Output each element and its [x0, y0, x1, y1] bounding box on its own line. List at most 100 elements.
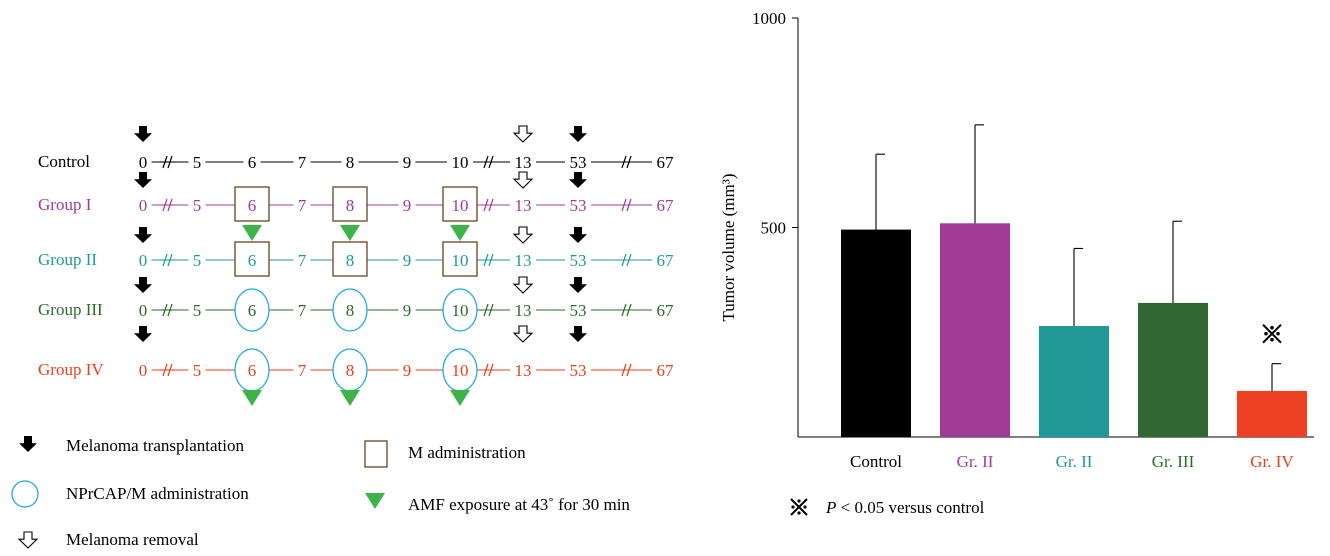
- m-admin-square: [332, 241, 368, 277]
- break-slash: [488, 303, 494, 317]
- transplant-arrow-icon: [134, 277, 152, 293]
- legend-nprcap: NPrCAP/M administration: [66, 484, 249, 503]
- amf-triangle: [340, 390, 360, 406]
- day-6: 6: [248, 153, 257, 172]
- day-6: 6: [248, 301, 257, 320]
- m-admin-square: [442, 241, 478, 277]
- break-slash: [167, 253, 173, 267]
- legend-m-admin: M administration: [408, 443, 526, 462]
- significance-dot: [1270, 325, 1274, 330]
- day-gap: [447, 152, 473, 172]
- tumor-volume-bar-chart: Tumor volume (mm³) 500 1000 Control Gr. II Gr…: [719, 9, 1314, 517]
- break-slash: [162, 253, 168, 267]
- x-tick-label: Gr. III: [1152, 452, 1195, 471]
- footnote-dot: [797, 499, 801, 503]
- day-gap: [293, 300, 311, 320]
- footnote-dot: [803, 505, 807, 509]
- row-label: Group IV: [38, 360, 104, 379]
- row-label: Control: [38, 152, 90, 171]
- bar-5: [1237, 390, 1307, 437]
- break-slash: [626, 253, 632, 267]
- removal-arrow-icon: [512, 325, 534, 343]
- day-67: 67: [657, 251, 675, 270]
- schedule-row-5: Group IV 0 5 6 7 8 9 10 13 53 67: [38, 325, 678, 406]
- day-10: 10: [452, 361, 469, 380]
- break-slash: [626, 303, 632, 317]
- day-9: 9: [403, 361, 412, 380]
- nprcap-circle: [332, 288, 368, 332]
- day-10: 10: [452, 251, 469, 270]
- day-gap: [652, 250, 678, 270]
- day-gap: [565, 300, 591, 320]
- day-13: 13: [515, 153, 532, 172]
- day-8: 8: [346, 196, 355, 215]
- day-6: 6: [248, 251, 257, 270]
- day-67: 67: [657, 153, 675, 172]
- day-9: 9: [403, 251, 412, 270]
- bar-1: [841, 229, 911, 437]
- break-slash: [488, 155, 494, 169]
- footnote-dot: [791, 505, 795, 509]
- x-tick-label: Gr. II: [1056, 452, 1093, 471]
- row-label: Group II: [38, 250, 97, 269]
- break-slash: [483, 155, 489, 169]
- m-admin-square-icon: [364, 440, 388, 468]
- day-67: 67: [657, 301, 675, 320]
- y-tick-label: 500: [761, 219, 787, 238]
- day-gap: [652, 300, 678, 320]
- day-0: 0: [139, 251, 148, 270]
- day-5: 5: [193, 196, 202, 215]
- schedule-row-1: Control 0 5 6 7 8 9 10 13 53 67: [38, 125, 678, 172]
- amf-triangle-icon: [365, 493, 385, 509]
- break-slash: [626, 198, 632, 212]
- day-53: 53: [570, 153, 587, 172]
- day-13: 13: [515, 361, 532, 380]
- transplant-arrow-icon: [134, 227, 152, 243]
- footnote-dot: [797, 511, 801, 515]
- footnote-stroke: [790, 498, 808, 516]
- amf-triangle: [450, 390, 470, 406]
- m-admin-square: [234, 241, 270, 277]
- day-7: 7: [298, 251, 307, 270]
- break-slash: [162, 303, 168, 317]
- bar-2: [940, 223, 1010, 437]
- legend-amf: AMF exposure at 43˚ for 30 min: [408, 495, 630, 514]
- transplant-arrow-icon: [134, 126, 152, 142]
- x-tick-label: Control: [850, 452, 902, 471]
- removal-arrow-icon: [512, 171, 534, 189]
- day-8: 8: [346, 301, 355, 320]
- break-slash: [483, 198, 489, 212]
- day-gap: [134, 360, 152, 380]
- m-admin-square: [332, 186, 368, 222]
- day-gap: [398, 152, 416, 172]
- schedule-legend: Melanoma transplantation NPrCAP/M adminis…: [11, 436, 630, 549]
- day-gap: [565, 195, 591, 215]
- day-13: 13: [515, 196, 532, 215]
- day-gap: [134, 250, 152, 270]
- break-slash: [167, 155, 173, 169]
- amf-triangle: [450, 225, 470, 241]
- legend-removal: Melanoma removal: [66, 530, 199, 549]
- day-6: 6: [248, 361, 257, 380]
- break-slash: [162, 155, 168, 169]
- day-67: 67: [657, 196, 675, 215]
- schedule-row-2: Group I 0 5 6 7 8 9 10 13 53 67: [38, 171, 678, 241]
- day-gap: [510, 195, 536, 215]
- break-slash: [621, 198, 627, 212]
- break-slash: [167, 363, 173, 377]
- break-slash: [621, 303, 627, 317]
- bar-4: [1138, 302, 1208, 437]
- day-53: 53: [570, 251, 587, 270]
- day-gap: [134, 300, 152, 320]
- day-gap: [398, 195, 416, 215]
- significance-dot: [1264, 331, 1268, 336]
- day-7: 7: [298, 301, 307, 320]
- nprcap-circle: [442, 288, 478, 332]
- nprcap-circle: [234, 288, 270, 332]
- x-tick-label: Gr. IV: [1250, 452, 1294, 471]
- day-5: 5: [193, 153, 202, 172]
- transplant-arrow-icon: [569, 126, 587, 142]
- break-slash: [483, 253, 489, 267]
- melanoma-transplant-arrow-icon: [19, 436, 37, 452]
- amf-triangle: [340, 225, 360, 241]
